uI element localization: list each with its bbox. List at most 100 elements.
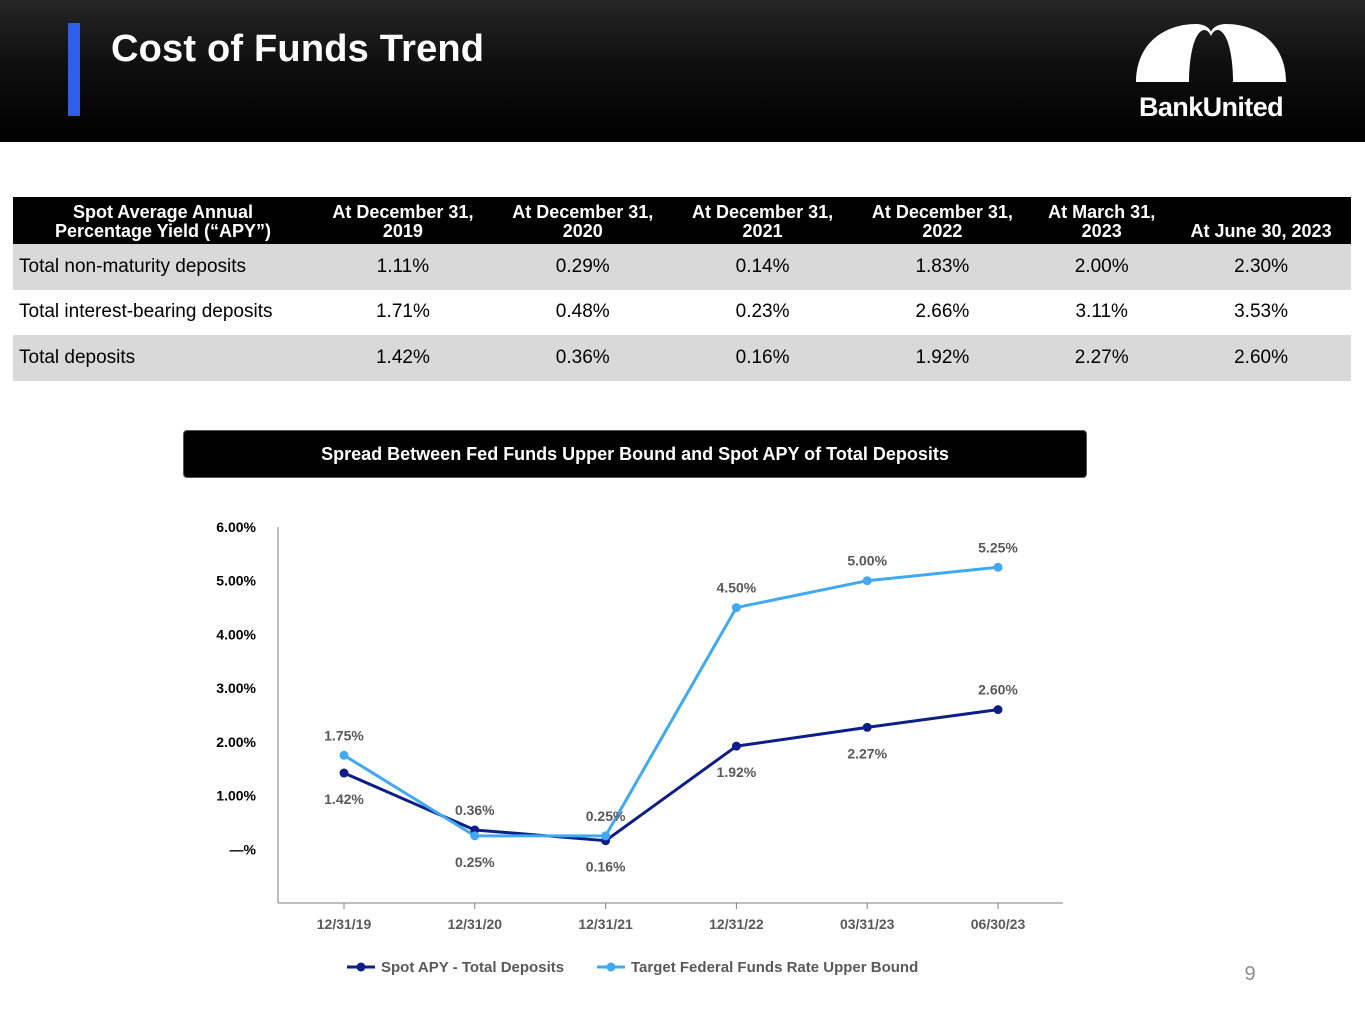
legend-label: Target Federal Funds Rate Upper Bound xyxy=(631,959,918,976)
header-text: Spot Average Annual xyxy=(72,202,254,222)
table-cell: 0.48% xyxy=(555,301,610,323)
chart-axes: —% 1.00% 2.00% 3.00% 4.00% 5.00% 6.00% 12/31/19… xyxy=(216,519,1063,932)
y-tick-label: —% xyxy=(230,841,257,857)
table-cell: 0.36% xyxy=(492,335,673,381)
series-line-1 xyxy=(343,565,999,838)
title-accent-bar xyxy=(68,23,80,116)
row-label: Total interest-bearing deposits xyxy=(19,301,273,323)
data-point xyxy=(993,562,1003,572)
x-tick-label: 03/31/23 xyxy=(840,916,895,932)
header-text: At December 31, xyxy=(332,202,474,222)
table-cell: 0.23% xyxy=(735,301,790,323)
header-text: Percentage Yield (“APY”) xyxy=(54,221,272,241)
table-cell: 2.00% xyxy=(1032,244,1172,290)
x-tick-label: 12/31/20 xyxy=(448,916,503,932)
chart-title: Spread Between Fed Funds Upper Bound and… xyxy=(183,430,1087,478)
data-point xyxy=(731,741,741,751)
x-tick-label: 12/31/22 xyxy=(709,916,764,932)
data-point xyxy=(731,603,741,613)
header-text: At December 31, xyxy=(512,202,654,222)
table-cell: 3.11% xyxy=(1075,301,1128,323)
y-tick-label: 1.00% xyxy=(216,788,256,804)
bankunited-logo: BankUnited xyxy=(1128,22,1294,124)
x-tick-label: 12/31/19 xyxy=(317,916,372,932)
table-cell: 2.30% xyxy=(1171,244,1351,290)
data-label: 1.42% xyxy=(324,791,364,807)
table-header-col-5: At March 31, 2023 xyxy=(1032,197,1172,244)
data-point xyxy=(993,705,1003,715)
x-tick-label: 06/30/23 xyxy=(971,916,1026,932)
data-point xyxy=(470,831,480,841)
y-tick-label: 6.00% xyxy=(216,519,256,535)
x-tick-label: 12/31/21 xyxy=(578,916,633,932)
table-row: Total deposits 1.42% 0.36% 0.16% 1.92% 2.27% 2… xyxy=(13,335,1351,381)
table-cell: 1.92% xyxy=(852,335,1033,381)
legend-swatch-marker xyxy=(356,962,366,972)
data-label: 5.25% xyxy=(978,539,1018,555)
table-cell: 1.83% xyxy=(852,244,1033,290)
y-tick-label: 3.00% xyxy=(216,680,256,696)
table-cell: 1.42% xyxy=(313,335,493,381)
table-cell: 2.60% xyxy=(1171,335,1351,381)
data-label: 4.50% xyxy=(717,580,757,596)
table-cell: 2.66% xyxy=(915,301,970,323)
header-text: 2023 xyxy=(1081,221,1122,241)
apy-table: Spot Average Annual Percentage Yield (“AP… xyxy=(13,197,1351,381)
data-label: 1.92% xyxy=(717,764,757,780)
series-line-0 xyxy=(343,708,999,843)
header-banner: Cost of Funds Trend BankUnited xyxy=(0,0,1365,142)
chart-legend: Spot APY - Total Deposits Target Federal … xyxy=(347,959,918,976)
table-row: Total interest-bearing deposits 1.71% 0.48… xyxy=(13,290,1351,336)
header-text: 2022 xyxy=(922,221,963,241)
data-label: 0.36% xyxy=(455,802,495,818)
table-cell: 3.53% xyxy=(1234,301,1288,323)
data-label: 0.16% xyxy=(586,859,626,875)
table-header-col-1: At December 31, 2019 xyxy=(313,197,493,244)
table-cell: 0.16% xyxy=(672,335,853,381)
table-header-row: Spot Average Annual Percentage Yield (“AP… xyxy=(13,197,1351,244)
page-title: Cost of Funds Trend xyxy=(111,28,485,70)
data-point xyxy=(339,750,349,760)
data-label: 0.25% xyxy=(455,854,495,870)
data-point xyxy=(339,768,349,778)
logo-arch-icon xyxy=(1136,24,1286,82)
table-cell: 0.14% xyxy=(672,244,853,290)
table-cell: 1.71% xyxy=(375,301,430,323)
header-text: 2021 xyxy=(742,221,783,241)
header-text: At June 30, 2023 xyxy=(1190,221,1332,241)
legend-swatch-marker xyxy=(606,962,616,972)
table-header-col-2: At December 31, 2020 xyxy=(492,197,673,244)
table-header-label: Spot Average Annual Percentage Yield (“AP… xyxy=(13,197,313,244)
data-label: 1.75% xyxy=(324,727,364,743)
header-text: At December 31, xyxy=(692,202,834,222)
y-tick-label: 5.00% xyxy=(216,573,256,589)
y-tick-label: 4.00% xyxy=(216,626,256,642)
row-label: Total non-maturity deposits xyxy=(13,244,313,290)
table-cell: 0.29% xyxy=(492,244,673,290)
logo-wordmark: BankUnited xyxy=(1138,92,1284,122)
table-header-col-4: At December 31, 2022 xyxy=(852,197,1033,244)
data-label: 5.00% xyxy=(847,553,887,569)
y-tick-label: 2.00% xyxy=(216,734,256,750)
data-point xyxy=(862,576,872,586)
data-point xyxy=(862,722,872,732)
table-cell: 2.27% xyxy=(1032,335,1172,381)
header-text: At March 31, xyxy=(1048,202,1156,222)
data-label: 0.25% xyxy=(586,808,626,824)
table-cell: 1.11% xyxy=(313,244,493,290)
row-label: Total deposits xyxy=(13,335,313,381)
table-header-col-6: At June 30, 2023 xyxy=(1171,197,1351,244)
header-text: 2019 xyxy=(382,221,423,241)
data-label: 2.60% xyxy=(978,682,1018,698)
header-text: 2020 xyxy=(562,221,603,241)
data-label: 2.27% xyxy=(847,745,887,761)
data-point xyxy=(601,831,611,841)
table-header-col-3: At December 31, 2021 xyxy=(672,197,853,244)
page-number: 9 xyxy=(1244,963,1256,985)
legend-label: Spot APY - Total Deposits xyxy=(381,959,564,976)
table-body: Total non-maturity deposits 1.11% 0.29% 0.1… xyxy=(13,244,1351,381)
chart-series: 1.42% 0.36% 0.16% 1.92% 2.27% 2.60% 1.75% 0.25%… xyxy=(324,539,1018,874)
table-row: Total non-maturity deposits 1.11% 0.29% 0.1… xyxy=(13,244,1351,290)
header-text: At December 31, xyxy=(871,202,1013,222)
